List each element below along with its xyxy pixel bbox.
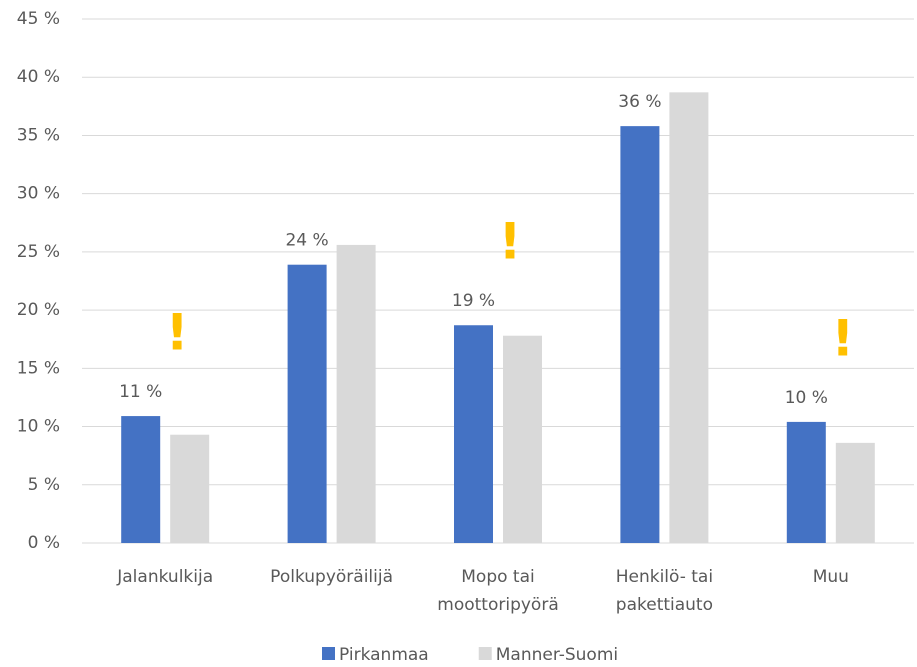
y-tick-label: 15 % [17,358,60,378]
annotation: ! [831,309,854,367]
y-tick-label: 0 % [28,533,60,553]
x-tick-label: Mopo tai moottoripyörä [437,567,558,615]
bar [620,126,660,543]
y-tick-label: 20 % [17,300,60,320]
y-tick-label: 30 % [17,184,60,204]
data-label: 19 % [452,291,495,311]
data-label: 24 % [285,231,328,251]
bar [336,244,376,543]
y-tick-label: 40 % [17,67,60,87]
x-tick-label: Muu [813,567,849,587]
y-tick-label: 5 % [28,475,60,495]
bar [669,92,709,544]
x-tick-label: Jalankulkija [116,567,213,587]
x-tick-label: Polkupyöräilijä [270,567,393,587]
data-label: 10 % [785,388,828,408]
legend-swatch [322,647,335,660]
annotation: ! [166,304,189,362]
x-tick-label: Henkilö- tai pakettiauto [616,567,713,615]
bar [835,442,875,543]
data-label: 36 % [618,92,661,112]
bar [287,264,327,543]
legend-label: Pirkanmaa [339,645,429,665]
legend-swatch [478,647,492,660]
bar [786,421,826,543]
bar [170,434,210,543]
y-tick-label: 10 % [17,417,60,437]
data-label: 11 % [119,382,162,402]
y-tick-label: 35 % [17,125,60,145]
legend-label: Manner-Suomi [496,645,618,665]
y-tick-label: 45 % [17,9,60,29]
bar [503,335,542,543]
y-tick-label: 25 % [17,242,60,262]
annotation: ! [499,213,522,271]
bar [454,325,493,543]
bar [121,416,161,543]
